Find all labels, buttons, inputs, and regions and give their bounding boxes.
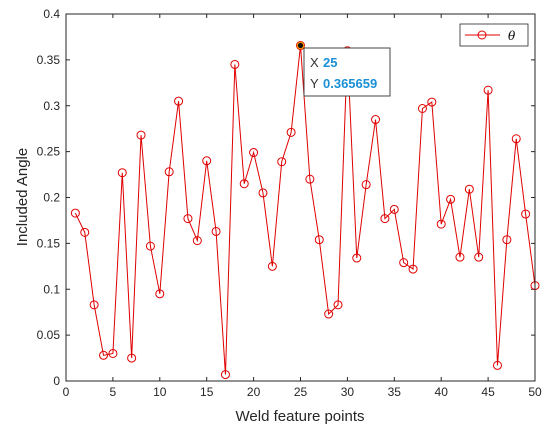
- data-point[interactable]: [333, 300, 343, 310]
- data-tip-y-label: Y: [310, 76, 319, 91]
- data-point[interactable]: [352, 253, 362, 263]
- data-point[interactable]: [427, 97, 437, 107]
- data-point[interactable]: [408, 264, 418, 274]
- data-point[interactable]: [239, 179, 249, 189]
- series-line-theta: [74, 45, 536, 375]
- y-tick-label: 0.05: [37, 328, 61, 342]
- y-tick-label: 0.3: [43, 99, 60, 113]
- data-point[interactable]: [80, 227, 90, 237]
- y-axis-label: Included Angle: [14, 148, 31, 246]
- data-point[interactable]: [202, 156, 212, 166]
- data-point[interactable]: [492, 360, 502, 370]
- axes-box: [65, 13, 536, 382]
- x-tick-label: 30: [341, 385, 355, 399]
- data-tip-marker: [296, 41, 305, 50]
- x-tick-label: 25: [294, 385, 308, 399]
- data-point[interactable]: [164, 167, 174, 177]
- data-point[interactable]: [483, 85, 493, 95]
- data-point[interactable]: [136, 130, 146, 140]
- y-tick-label: 0.15: [37, 236, 61, 250]
- x-tick-label: 5: [110, 385, 117, 399]
- data-point[interactable]: [389, 204, 399, 214]
- data-point[interactable]: [220, 370, 230, 380]
- data-point[interactable]: [436, 219, 446, 229]
- data-point[interactable]: [399, 258, 409, 268]
- x-tick-label: 15: [200, 385, 214, 399]
- data-point[interactable]: [258, 188, 268, 198]
- data-point[interactable]: [155, 289, 165, 299]
- x-tick-label: 0: [63, 385, 70, 399]
- data-point[interactable]: [455, 252, 465, 262]
- data-tip-x-value: 25: [323, 55, 337, 70]
- data-point[interactable]: [361, 180, 371, 190]
- y-tick-label: 0.1: [43, 282, 60, 296]
- data-point[interactable]: [249, 148, 259, 158]
- x-tick-label: 20: [247, 385, 261, 399]
- data-point[interactable]: [267, 261, 277, 271]
- data-point[interactable]: [174, 96, 184, 106]
- y-tick-label: 0.25: [37, 145, 61, 159]
- data-tip-y-value: 0.365659: [323, 76, 377, 91]
- x-tick-label: 40: [435, 385, 449, 399]
- x-tick-label: 45: [481, 385, 495, 399]
- data-point[interactable]: [371, 115, 381, 125]
- y-tick-label: 0.2: [43, 191, 60, 205]
- data-point[interactable]: [286, 127, 296, 137]
- data-point[interactable]: [314, 235, 324, 245]
- series-markers: [70, 41, 540, 380]
- data-point[interactable]: [521, 209, 531, 219]
- data-point[interactable]: [183, 214, 193, 224]
- data-point[interactable]: [324, 309, 334, 319]
- data-tip-point: [296, 41, 305, 50]
- data-point[interactable]: [474, 252, 484, 262]
- data-point[interactable]: [89, 300, 99, 310]
- y-tick-label: 0: [53, 374, 60, 388]
- data-point[interactable]: [108, 348, 118, 358]
- data-point[interactable]: [211, 226, 221, 236]
- x-tick-label: 10: [153, 385, 167, 399]
- data-point[interactable]: [502, 235, 512, 245]
- y-tick-label: 0.35: [37, 53, 61, 67]
- data-point[interactable]: [99, 350, 109, 360]
- data-point[interactable]: [192, 236, 202, 246]
- data-point[interactable]: [511, 134, 521, 144]
- legend-marker: [477, 30, 487, 40]
- data-point[interactable]: [380, 214, 390, 224]
- data-point[interactable]: [305, 174, 315, 184]
- data-point[interactable]: [277, 157, 287, 167]
- data-point[interactable]: [417, 104, 427, 114]
- x-tick-label: 50: [528, 385, 542, 399]
- legend-entry-theta: θ: [508, 29, 516, 43]
- data-point[interactable]: [117, 168, 127, 178]
- data-point[interactable]: [230, 59, 240, 69]
- axis-ticks: 0 5 10 15 20 25 30 35 40 45 50 0 0.05 0.1 0.15 0.2 0.25 0…: [37, 7, 542, 399]
- data-point[interactable]: [70, 208, 80, 218]
- plot-area: [66, 14, 535, 381]
- x-tick-label: 35: [388, 385, 402, 399]
- legend: θ: [459, 23, 529, 47]
- data-point[interactable]: [145, 241, 155, 251]
- data-point[interactable]: [296, 41, 305, 51]
- data-tip-box: [303, 47, 391, 97]
- data-tip[interactable]: X 25 Y 0.365659: [300, 45, 391, 97]
- data-tip-x-label: X: [310, 55, 319, 70]
- x-axis-label: Weld feature points: [236, 408, 365, 425]
- y-tick-label: 0.4: [43, 7, 60, 21]
- data-point[interactable]: [127, 353, 137, 363]
- data-point[interactable]: [446, 194, 456, 204]
- data-point[interactable]: [464, 184, 474, 194]
